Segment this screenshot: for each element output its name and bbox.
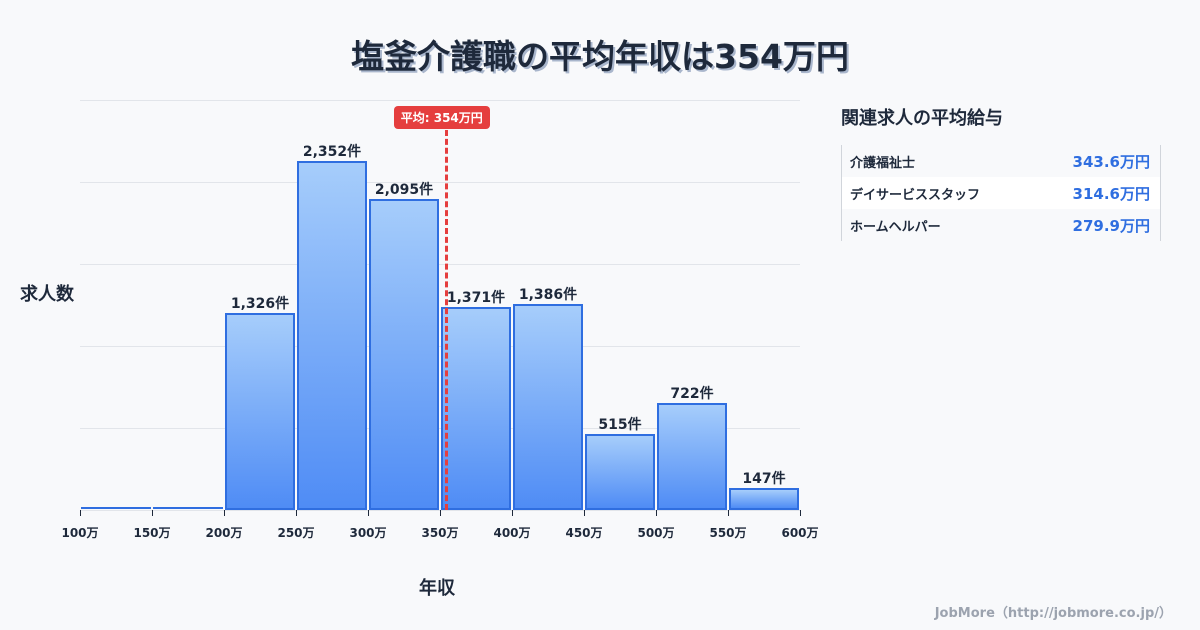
bar-value-label: 722件 <box>670 385 714 402</box>
x-tick-label: 200万 <box>205 526 243 540</box>
source-credit: JobMore（http://jobmore.co.jp/） <box>934 606 1172 621</box>
page-title: 塩釜介護職の平均年収は354万円 <box>351 37 849 76</box>
histogram-bar <box>297 161 367 510</box>
job-name: 介護福祉士 <box>850 155 916 171</box>
job-salary: 279.9万円 <box>1072 216 1150 235</box>
histogram-bar <box>657 402 727 510</box>
y-axis-label: 求人数 <box>20 284 74 305</box>
bar-value-label: 147件 <box>742 471 786 488</box>
x-tick <box>80 510 81 516</box>
gridline <box>80 182 800 183</box>
x-axis-label: 年収 <box>419 578 455 599</box>
histogram-bar <box>513 304 583 510</box>
bar-value-label: 1,386件 <box>518 287 578 304</box>
histogram-bar <box>585 433 655 510</box>
x-tick-label: 150万 <box>133 526 171 540</box>
x-tick-label: 300万 <box>349 526 387 540</box>
related-salary-row: 介護福祉士 343.6万円 <box>842 145 1160 177</box>
x-tick-label: 350万 <box>421 526 459 540</box>
x-tick-label: 500万 <box>637 526 675 540</box>
x-tick <box>728 510 729 516</box>
histogram-bar <box>441 306 511 510</box>
gridline <box>80 100 800 101</box>
x-tick <box>440 510 441 516</box>
histogram-bar <box>225 313 295 510</box>
x-tick-label: 600万 <box>781 526 819 540</box>
x-tick-label: 550万 <box>709 526 747 540</box>
x-tick-label: 100万 <box>61 526 99 540</box>
x-tick-label: 400万 <box>493 526 531 540</box>
x-tick <box>296 510 297 516</box>
x-tick <box>584 510 585 516</box>
job-name: デイサービススタッフ <box>850 187 981 203</box>
bar-value-label: 2,352件 <box>302 144 362 161</box>
related-salary-row: デイサービススタッフ 314.6万円 <box>842 177 1160 209</box>
average-line <box>444 130 448 510</box>
related-salaries-table: 介護福祉士 343.6万円 デイサービススタッフ 314.6万円 ホームヘルパー… <box>841 145 1161 241</box>
x-tick <box>152 510 153 516</box>
job-salary: 314.6万円 <box>1072 184 1150 203</box>
x-tick-label: 250万 <box>277 526 315 540</box>
bar-value-label: 1,371件 <box>446 289 506 306</box>
x-tick <box>512 510 513 516</box>
gridline <box>80 428 800 429</box>
histogram-bar <box>729 488 799 510</box>
bar-value-label: 2,095件 <box>374 182 434 199</box>
x-tick <box>368 510 369 516</box>
related-salary-row: ホームヘルパー 279.9万円 <box>842 209 1160 241</box>
x-tick-label: 450万 <box>565 526 603 540</box>
histogram-bar <box>153 507 223 510</box>
bar-value-label: 515件 <box>598 416 642 433</box>
bar-value-label: 1,326件 <box>230 296 290 313</box>
job-name: ホームヘルパー <box>850 219 941 235</box>
related-salaries-title: 関連求人の平均給与 <box>841 108 1003 129</box>
x-tick <box>656 510 657 516</box>
job-salary: 343.6万円 <box>1072 152 1150 171</box>
gridline <box>80 346 800 347</box>
x-tick <box>800 510 801 516</box>
average-badge: 平均: 354万円 <box>393 106 490 129</box>
gridline <box>80 264 800 265</box>
histogram-plot: 1,326件 2,352件 2,095件 1,371件 1,386件 515件 722件 14… <box>61 100 819 540</box>
x-tick <box>224 510 225 516</box>
histogram-bar <box>81 507 151 510</box>
histogram-bar <box>369 199 439 510</box>
